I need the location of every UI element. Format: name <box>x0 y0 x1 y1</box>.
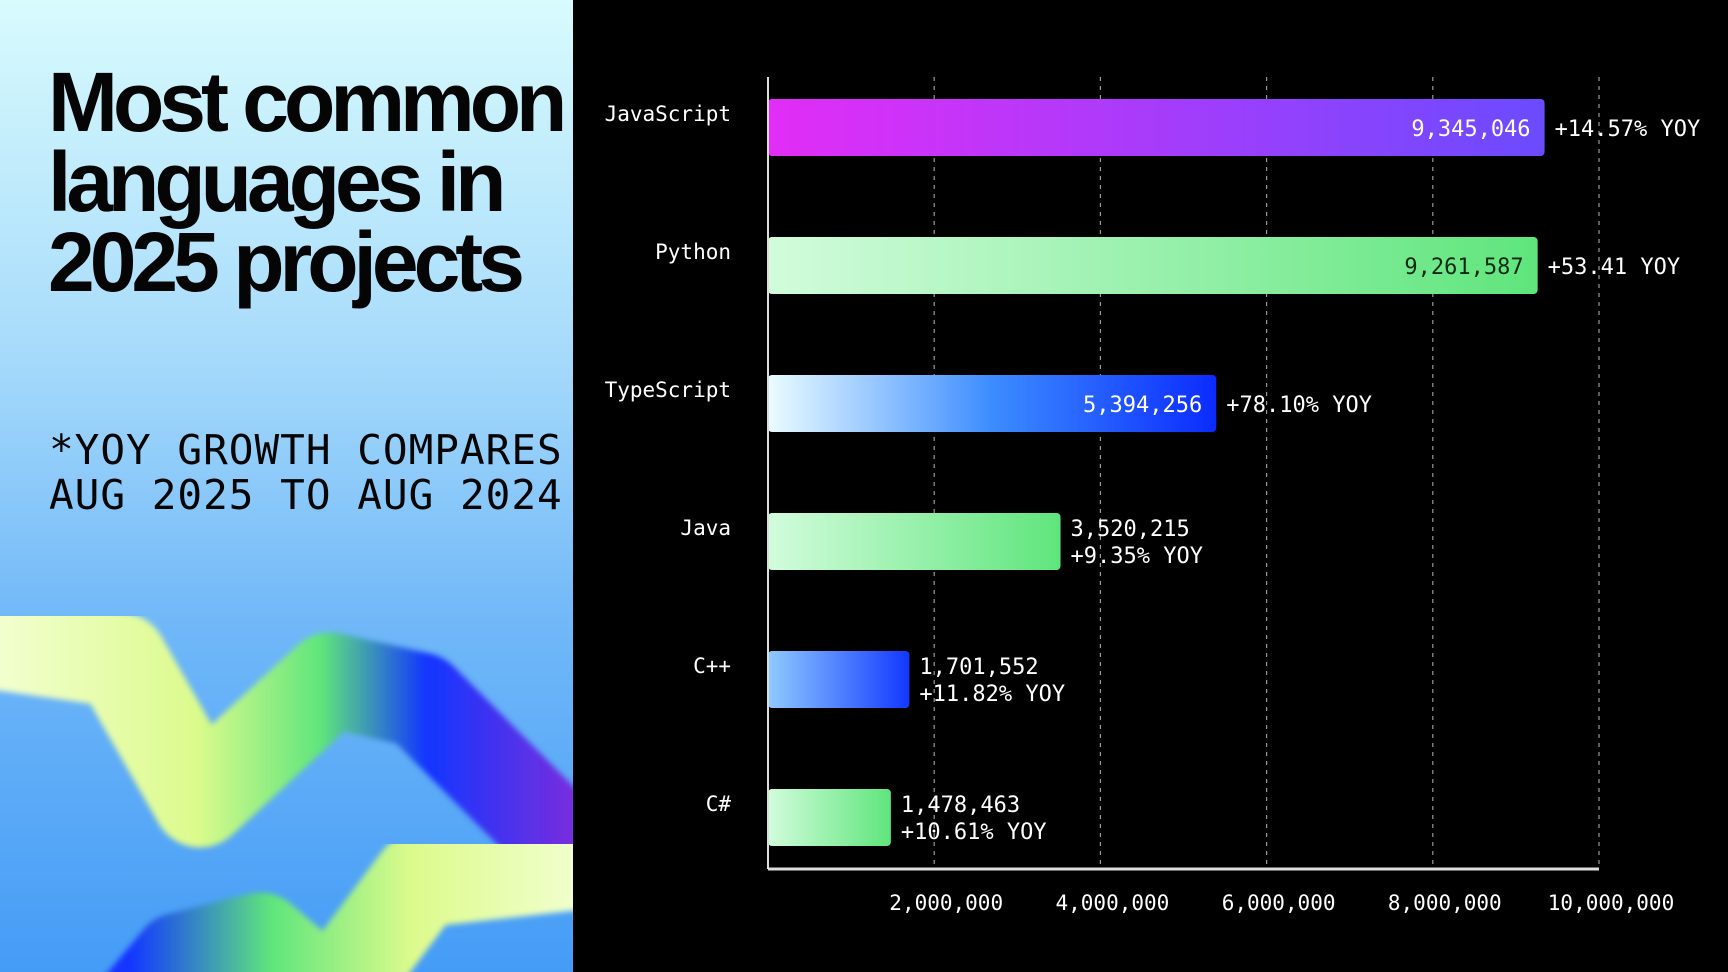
bar-javascript <box>768 99 1545 156</box>
value-label: 9,345,046 <box>1411 117 1530 142</box>
bar-cpp <box>768 651 910 708</box>
x-axis-ticks: 2,000,000 4,000,000 6,000,000 8,000,000 10,0… <box>889 891 1674 915</box>
bar-typescript <box>768 375 1217 432</box>
left-panel: Most common languages in 2025 projects *… <box>0 0 573 972</box>
x-tick-label: 2,000,000 <box>889 891 1003 915</box>
bar-csharp <box>768 789 891 846</box>
yoy-label: +78.10% YOY <box>1226 393 1372 418</box>
category-label: Java <box>680 516 731 540</box>
page-title: Most common languages in 2025 projects <box>48 55 567 309</box>
value-label: 3,520,215 <box>1071 517 1190 542</box>
yoy-label: +11.82% YOY <box>919 682 1065 707</box>
category-label: JavaScript <box>605 102 731 126</box>
yoy-label: +14.57% YOY <box>1555 117 1701 142</box>
x-tick-label: 6,000,000 <box>1222 891 1336 915</box>
value-label: 5,394,256 <box>1083 393 1202 418</box>
value-label: 1,478,463 <box>901 793 1020 818</box>
yoy-label: +10.61% YOY <box>901 820 1047 845</box>
bar-chart: JavaScript 9,345,046 +14.57% YOY Python 9,26… <box>605 77 1701 915</box>
x-tick-label: 8,000,000 <box>1388 891 1502 915</box>
bars: JavaScript 9,345,046 +14.57% YOY Python 9,26… <box>605 99 1701 846</box>
category-label: C++ <box>693 654 731 678</box>
x-tick-label: 10,000,000 <box>1548 891 1674 915</box>
gridlines <box>933 77 1600 869</box>
bar-python <box>768 237 1538 294</box>
value-label: 1,701,552 <box>919 655 1038 680</box>
x-tick-label: 4,000,000 <box>1056 891 1170 915</box>
category-label: C# <box>706 792 732 816</box>
value-label: 9,261,587 <box>1404 255 1523 280</box>
category-label: Python <box>655 240 731 264</box>
yoy-label: +53.41 YOY <box>1548 255 1680 280</box>
yoy-label: +9.35% YOY <box>1071 544 1203 569</box>
category-label: TypeScript <box>605 378 731 402</box>
footnote: *YOY GROWTH COMPARES AUG 2025 TO AUG 202… <box>49 426 563 519</box>
decorative-ribbons <box>0 594 573 972</box>
bar-java <box>768 513 1061 570</box>
